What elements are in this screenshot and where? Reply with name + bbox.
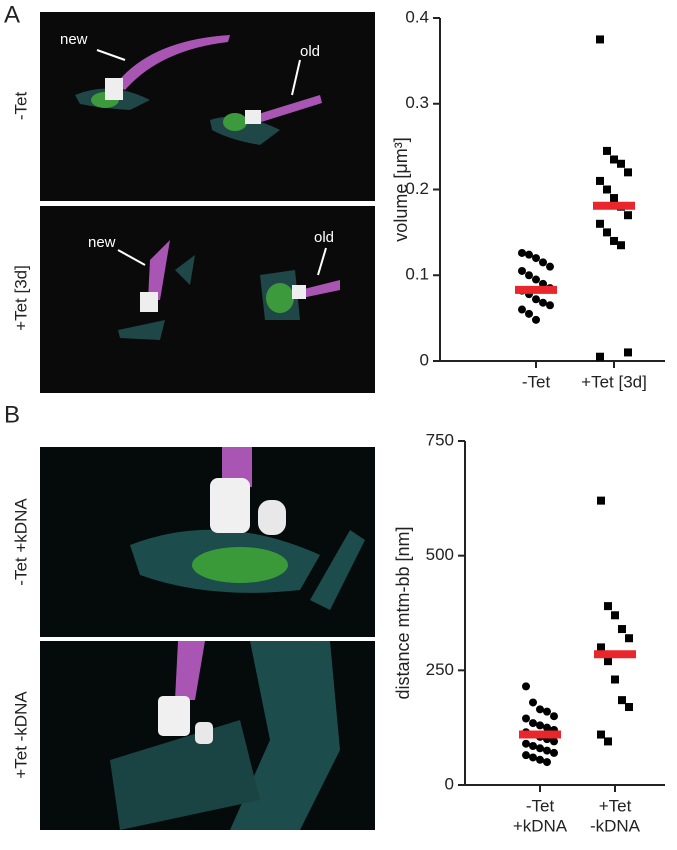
annotation: old [300,43,320,60]
data-point [529,719,537,728]
y-tick-label: 500 [426,545,454,564]
data-point [529,698,537,707]
x-tick-label: +kDNA [513,816,568,835]
data-point [525,271,533,280]
data-point [546,262,554,271]
y-tick-label: 0.3 [405,93,429,112]
panel-letter: A [4,1,20,28]
x-tick-label: +Tet [599,796,632,815]
data-point [522,682,530,691]
data-point [525,250,533,259]
data-point [603,228,611,237]
data-point [611,675,619,684]
micrograph: new old [40,206,375,393]
data-point [532,275,540,284]
annotation: new [88,234,116,251]
data-point [525,309,533,318]
data-point [604,737,612,746]
data-point [546,301,554,310]
row-label: -Tet +kDNA [11,498,30,586]
row-label: -Tet [11,92,30,121]
data-point [603,146,611,155]
data-point [610,155,618,164]
data-point [625,703,633,712]
data-point [522,751,530,760]
data-point [597,643,605,652]
data-point [539,279,547,288]
data-point [536,744,544,753]
data-point [536,705,544,714]
annotation: new [60,31,88,48]
data-point [610,236,618,245]
y-tick-label: 0.1 [405,265,429,284]
data-point [617,241,625,250]
data-point [596,352,604,361]
micrograph: new old [40,12,375,202]
data-point [550,712,558,721]
data-point [624,168,632,177]
row-label: +Tet -kDNA [11,691,30,779]
data-point [597,496,605,505]
data-point [543,758,551,767]
data-point [539,298,547,307]
data-point [596,219,604,228]
data-point [550,737,558,746]
data-point [518,266,526,275]
data-point [624,211,632,220]
y-axis-label: distance mtm-bb [nm] [393,526,413,699]
data-point [518,305,526,314]
micrograph [40,447,375,637]
y-tick-label: 0 [420,350,429,369]
data-point [597,730,605,739]
row-label: +Tet [3d] [11,265,30,331]
data-point [603,185,611,194]
y-tick-label: 750 [426,430,454,449]
x-tick-label: +Tet [3d] [581,372,647,391]
data-point [624,348,632,357]
x-tick-label: -Tet [526,796,555,815]
y-tick-label: 250 [426,660,454,679]
data-point [625,634,633,643]
data-point [536,721,544,730]
data-point [617,159,625,168]
data-point [532,254,540,263]
data-point [618,696,626,705]
data-point [604,602,612,611]
data-point [522,714,530,723]
data-point [596,176,604,185]
data-point [618,625,626,634]
data-point [596,35,604,44]
y-tick-label: 0 [445,774,454,793]
data-point [522,739,530,748]
data-point [529,753,537,762]
data-point [543,746,551,755]
data-point [532,315,540,324]
data-point [543,707,551,716]
data-point [518,248,526,257]
micrograph [40,641,375,830]
data-point [536,755,544,764]
x-tick-label: -Tet [522,372,551,391]
panel-letter: B [4,401,20,428]
data-point [604,657,612,666]
y-tick-label: 0.2 [405,179,429,198]
data-point [543,723,551,732]
separator [40,201,375,205]
data-point [611,611,619,620]
data-point [529,742,537,751]
y-tick-label: 0.4 [405,7,429,26]
y-axis-label: volume [μm³] [391,137,411,241]
data-point [550,748,558,757]
x-tick-label: -kDNA [590,816,641,835]
data-point [532,295,540,304]
data-point [539,258,547,267]
annotation: old [314,229,334,246]
data-point [610,194,618,203]
